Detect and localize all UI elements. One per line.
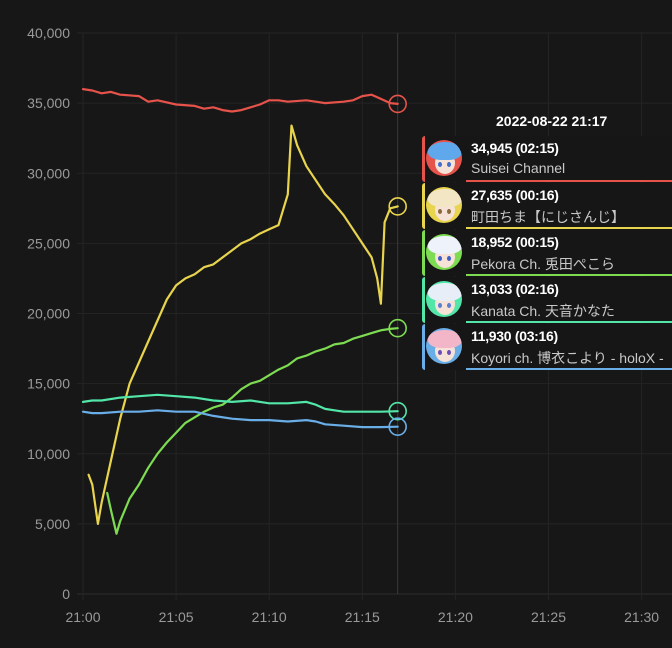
series-line-3[interactable] — [81, 393, 399, 413]
hover-marker-4 — [388, 417, 407, 436]
row-accent — [422, 183, 425, 229]
tooltip-row-kanata[interactable]: 13,033 (02:16) Kanata Ch. 天音かなた — [422, 277, 672, 323]
row-underline — [466, 227, 672, 229]
x-tick-label: 21:20 — [438, 609, 473, 625]
series-line-0[interactable] — [81, 88, 399, 113]
x-tick-label: 21:30 — [624, 609, 659, 625]
tooltip-title: 2022-08-22 21:17 — [496, 113, 608, 129]
avatar-eye — [438, 209, 442, 214]
avatar-eye — [447, 303, 451, 308]
y-tick-label: 40,000 — [27, 25, 70, 41]
series-lines[interactable] — [81, 88, 399, 535]
avatar-eye — [438, 256, 442, 261]
row-accent — [422, 324, 425, 370]
hover-marker-2 — [388, 318, 407, 338]
y-tick-label: 20,000 — [27, 306, 70, 322]
avatar-hair — [428, 142, 462, 160]
x-tick-label: 21:15 — [345, 609, 380, 625]
avatar-eye — [438, 162, 442, 167]
y-axis: 0 5,000 10,000 15,000 20,000 25,000 30,000 35,0… — [27, 25, 70, 602]
hover-markers — [388, 94, 407, 436]
y-tick-label: 35,000 — [27, 95, 70, 111]
avatar — [426, 234, 462, 270]
avatar-eye — [447, 256, 451, 261]
y-tick-label: 25,000 — [27, 235, 70, 251]
avatar — [426, 187, 462, 223]
avatar — [426, 328, 462, 364]
avatar-eye — [438, 350, 442, 355]
tooltip-row-chima[interactable]: 27,635 (00:16) 町田ちま【にじさんじ】 — [422, 183, 672, 229]
x-tick-label: 21:05 — [159, 609, 194, 625]
y-tick-label: 5,000 — [35, 516, 70, 532]
channel-name: 町田ちま【にじさんじ】 — [471, 209, 625, 225]
hover-marker-3 — [388, 401, 407, 421]
x-axis: 21:00 21:05 21:10 21:15 21:20 21:25 21:30 — [65, 609, 659, 625]
avatar-eye — [447, 209, 451, 214]
hover-marker-1 — [388, 197, 407, 216]
avatar-eye — [438, 303, 442, 308]
row-underline — [466, 321, 672, 323]
y-tick-label: 0 — [62, 586, 70, 602]
row-accent — [422, 230, 425, 276]
avatar-hair — [428, 330, 462, 348]
row-accent — [422, 277, 425, 323]
tooltip-row-suisei[interactable]: 34,945 (02:15) Suisei Channel — [422, 136, 672, 182]
hover-marker-0 — [388, 94, 407, 114]
channel-name: Suisei Channel — [471, 160, 566, 176]
viewer-count: 34,945 (02:15) — [471, 140, 559, 156]
viewer-count: 11,930 (03:16) — [471, 328, 558, 344]
viewer-count: 27,635 (00:16) — [471, 187, 559, 203]
y-tick-label: 15,000 — [27, 376, 70, 392]
series-line-4[interactable] — [81, 409, 399, 429]
avatar — [426, 140, 462, 176]
x-tick-label: 21:25 — [531, 609, 566, 625]
series-line-2[interactable] — [106, 327, 399, 535]
y-tick-label: 10,000 — [27, 446, 70, 462]
row-underline — [466, 274, 672, 276]
row-underline — [466, 180, 672, 182]
x-tick-label: 21:00 — [65, 609, 100, 625]
avatar — [426, 281, 462, 317]
tooltip-row-pekora[interactable]: 18,952 (00:15) Pekora Ch. 兎田ぺこら — [422, 230, 672, 276]
channel-name: Pekora Ch. 兎田ぺこら — [471, 256, 615, 272]
x-tick-label: 21:10 — [252, 609, 287, 625]
channel-name: Koyori ch. 博衣こより - holoX - — [471, 350, 664, 366]
series-line-1[interactable] — [87, 124, 399, 525]
avatar-hair — [428, 283, 462, 301]
row-accent — [422, 136, 425, 182]
avatar-eye — [447, 350, 451, 355]
avatar-hair — [428, 189, 462, 207]
channel-name: Kanata Ch. 天音かなた — [471, 303, 615, 319]
viewer-count: 18,952 (00:15) — [471, 234, 559, 250]
avatar-hair — [428, 236, 462, 254]
viewer-count: 13,033 (02:16) — [471, 281, 559, 297]
row-underline — [466, 368, 672, 370]
tooltip-row-koyori[interactable]: 11,930 (03:16) Koyori ch. 博衣こより - holoX … — [422, 324, 672, 370]
y-tick-label: 30,000 — [27, 165, 70, 181]
avatar-eye — [447, 162, 451, 167]
